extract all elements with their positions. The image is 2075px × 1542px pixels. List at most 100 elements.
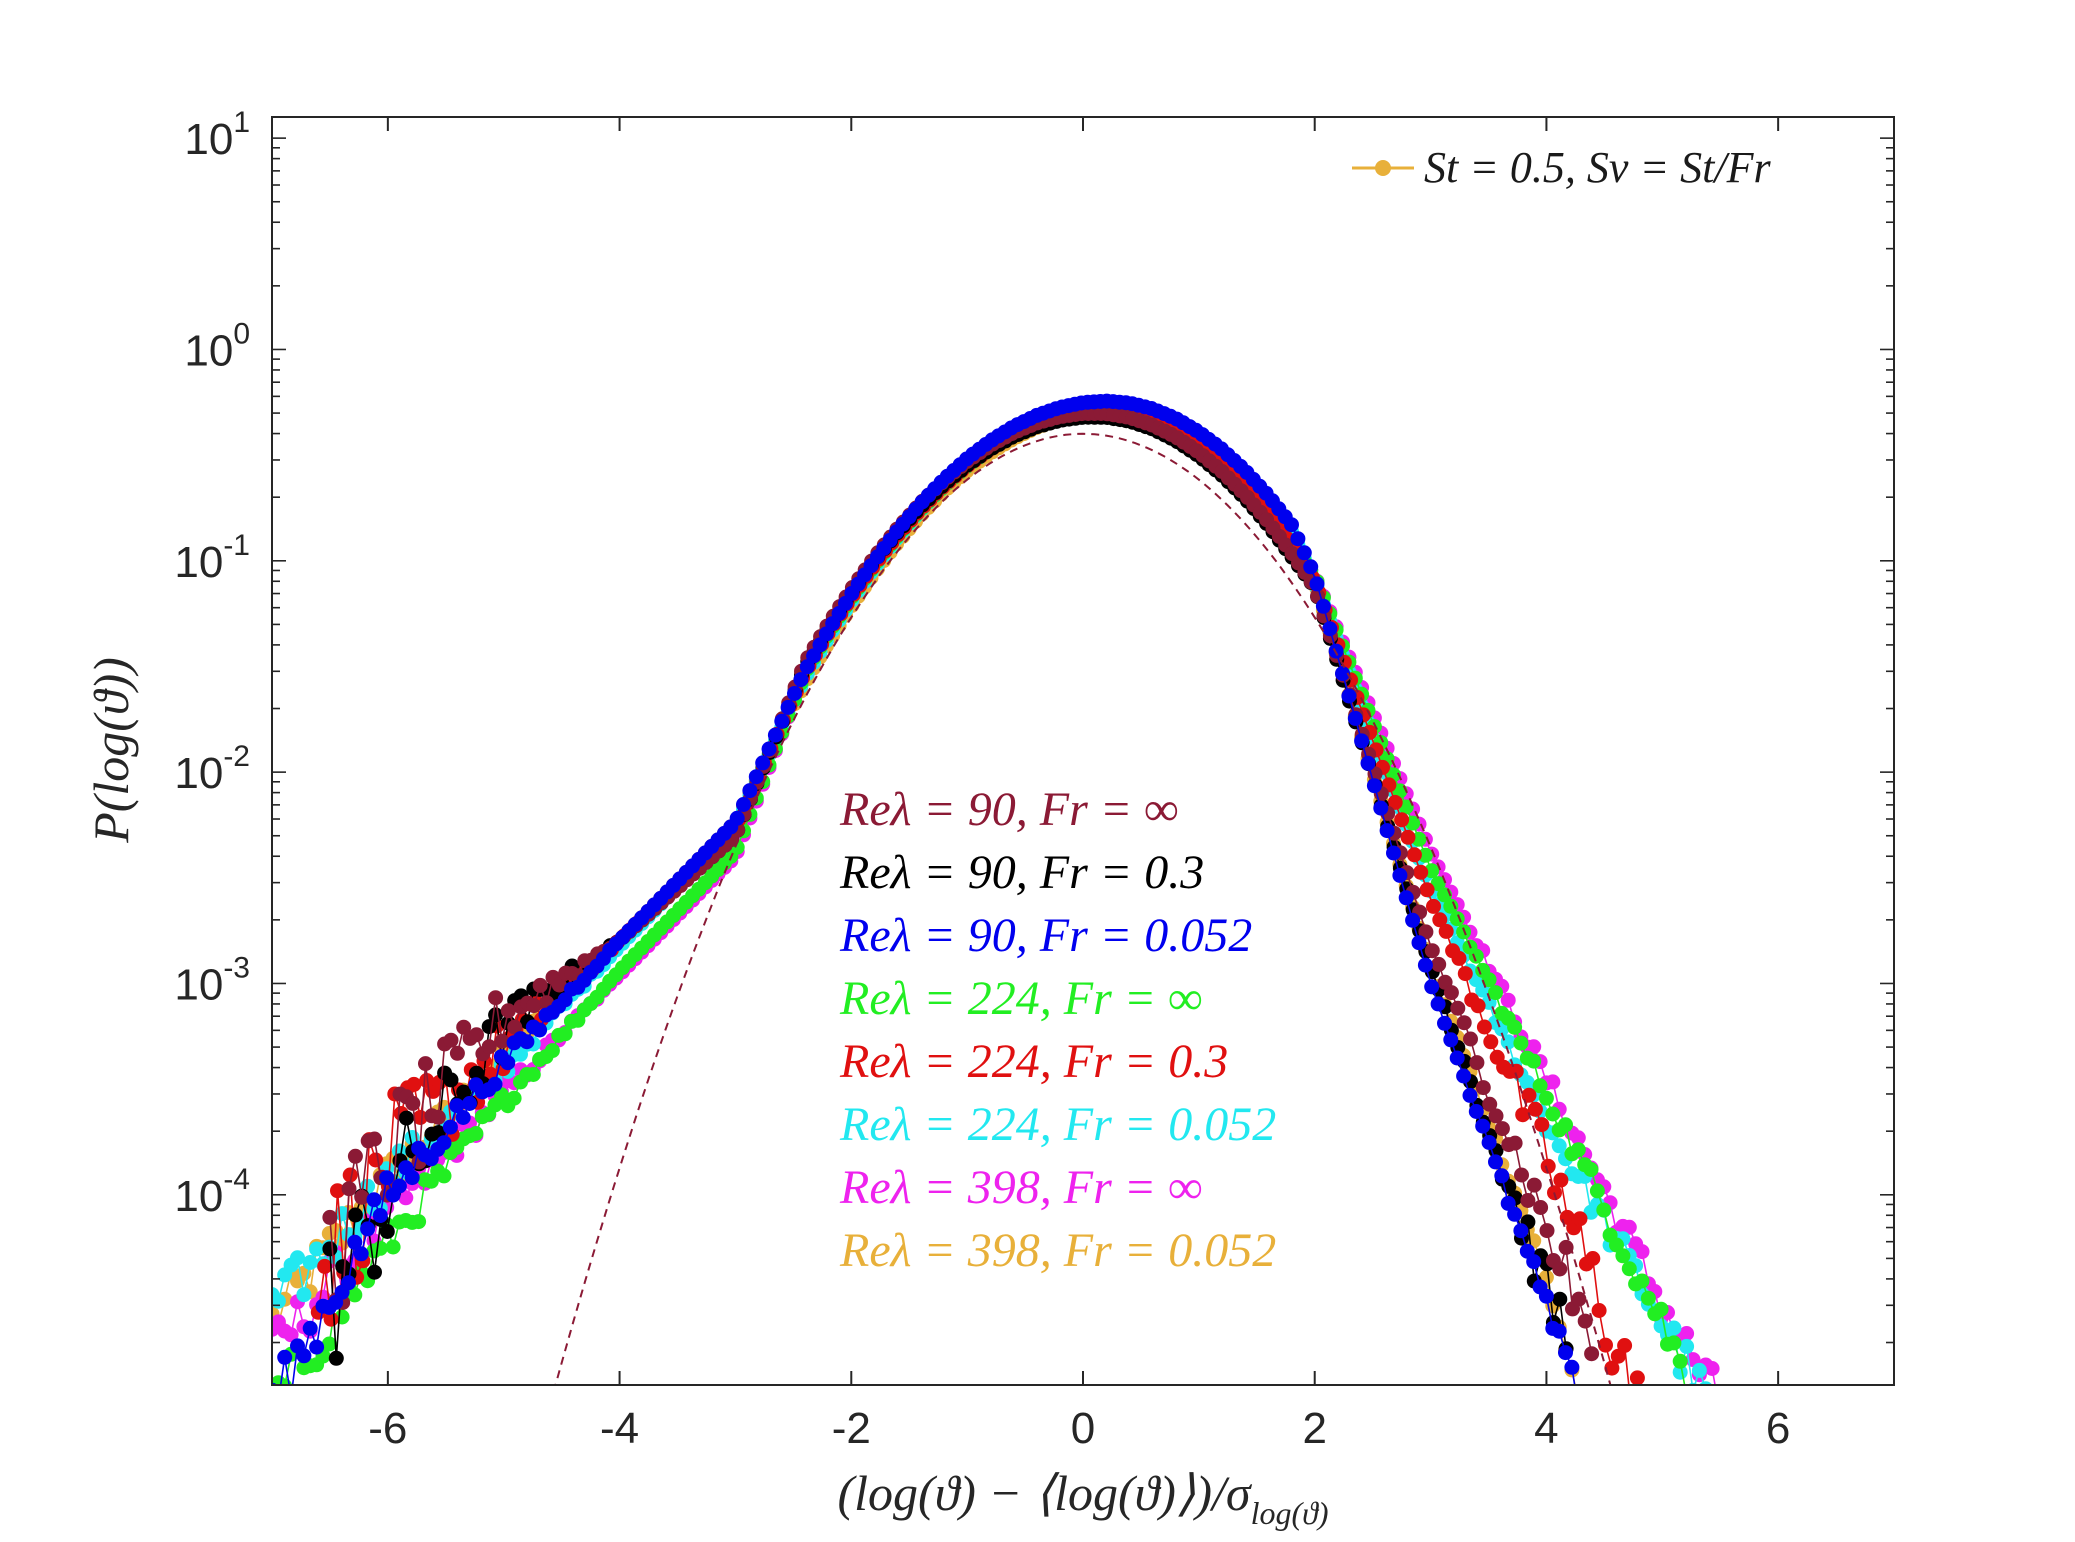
data-point	[366, 1192, 382, 1208]
annotation-1: Reλ = 90, Fr = 0.3	[839, 846, 1204, 899]
y-axis-label: P(log(ϑ))	[83, 657, 139, 844]
data-point	[1475, 1080, 1491, 1096]
data-point	[1666, 1320, 1682, 1336]
data-point	[1296, 545, 1312, 561]
data-point	[1513, 1223, 1529, 1239]
data-point	[379, 1224, 395, 1239]
data-point	[1430, 996, 1446, 1012]
data-point	[525, 1067, 541, 1082]
data-point	[1315, 598, 1331, 614]
y-tick-label: 10-3	[174, 951, 250, 1009]
data-point	[1577, 1313, 1593, 1329]
data-point	[1468, 948, 1484, 964]
data-point	[353, 1246, 369, 1262]
data-point	[1424, 863, 1440, 879]
data-point	[341, 1181, 357, 1197]
data-point	[411, 1214, 427, 1230]
y-tick-label: 100	[184, 317, 250, 375]
data-point	[1400, 829, 1416, 845]
data-point	[469, 1027, 484, 1043]
data-point	[1413, 864, 1429, 880]
data-point	[1405, 912, 1421, 928]
data-point	[806, 648, 822, 664]
data-point	[1431, 956, 1447, 972]
data-point	[1527, 1101, 1543, 1117]
data-point	[436, 1168, 452, 1184]
data-point	[391, 1178, 407, 1194]
data-point	[1551, 1323, 1567, 1339]
data-point	[1615, 1248, 1631, 1264]
data-point	[1589, 1183, 1605, 1199]
data-point	[1604, 1360, 1620, 1376]
y-tick-label: 10-4	[174, 1163, 250, 1221]
data-point	[506, 1090, 522, 1106]
data-point	[1430, 876, 1446, 892]
data-point	[1392, 867, 1408, 883]
data-point	[1534, 1117, 1550, 1133]
data-point	[1443, 898, 1459, 914]
data-point	[1672, 1353, 1688, 1369]
data-point	[1585, 1251, 1601, 1266]
data-point	[1552, 1291, 1568, 1307]
data-point	[1406, 847, 1422, 863]
series-layer	[272, 393, 1720, 1416]
reference-gaussian-curve	[554, 432, 1612, 1385]
data-point	[1507, 1206, 1523, 1222]
data-point	[1672, 1364, 1688, 1380]
data-point	[1379, 823, 1395, 839]
data-point	[317, 1258, 333, 1274]
data-point	[443, 1072, 459, 1088]
data-point	[1424, 979, 1440, 995]
data-point	[1521, 1087, 1537, 1103]
data-point	[367, 1131, 382, 1147]
data-point	[283, 1327, 299, 1343]
data-point	[532, 977, 548, 993]
y-tick-label: 10-2	[174, 740, 250, 798]
data-point	[1500, 992, 1516, 1008]
data-point	[1520, 1193, 1536, 1208]
data-point	[347, 1148, 363, 1164]
data-point	[1552, 1261, 1568, 1277]
annotation-7: Reλ = 398, Fr = 0.052	[839, 1224, 1276, 1277]
data-point	[302, 1255, 318, 1270]
data-point	[442, 1119, 458, 1135]
data-point	[1571, 1401, 1586, 1416]
data-point	[342, 1167, 358, 1183]
data-point	[551, 977, 567, 993]
data-point	[1572, 1211, 1588, 1227]
data-point	[500, 1003, 516, 1019]
data-point	[1551, 1138, 1567, 1154]
data-point	[1450, 1000, 1466, 1016]
data-point	[1366, 778, 1382, 794]
x-tick-label: -6	[368, 1404, 407, 1453]
data-point	[1634, 1244, 1650, 1260]
x-tick-label: -2	[832, 1404, 871, 1453]
data-point	[761, 741, 777, 757]
y-tick-label: 10-1	[174, 529, 250, 587]
data-point	[1290, 531, 1306, 547]
data-point	[398, 1110, 414, 1126]
data-point	[1666, 1335, 1682, 1351]
data-point	[742, 783, 758, 799]
legend: St = 0.5, Sv = St/Fr	[1352, 143, 1771, 192]
data-point	[1532, 1078, 1548, 1094]
data-point	[1468, 1104, 1484, 1119]
data-point	[1488, 1108, 1504, 1124]
data-point	[379, 1170, 395, 1186]
data-point	[296, 1287, 312, 1303]
data-point	[1360, 755, 1376, 771]
data-point	[1629, 1370, 1645, 1385]
data-point	[309, 1339, 325, 1355]
data-point	[1469, 1055, 1485, 1071]
data-point	[1494, 1121, 1510, 1137]
x-tick-label: -4	[600, 1404, 639, 1453]
annotation-0: Reλ = 90, Fr = ∞	[839, 783, 1178, 836]
data-point	[321, 1336, 337, 1352]
data-point	[1481, 1135, 1497, 1150]
data-point	[272, 1293, 286, 1309]
data-point	[1584, 1346, 1600, 1362]
data-point	[1303, 559, 1319, 575]
data-point	[456, 1019, 472, 1035]
data-point	[812, 637, 828, 653]
